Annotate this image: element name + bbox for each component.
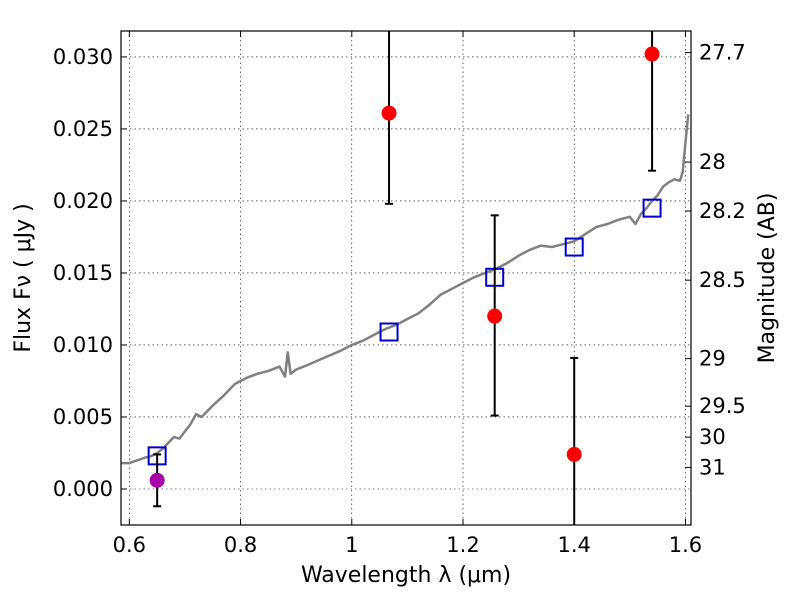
x-tick-label: 1.6	[669, 533, 702, 557]
y2-tick-label: 31	[699, 455, 726, 479]
axes-ticks: 0.6 0.8 1 1.2 1.4 1.6 0.000 0.005 0.010 0.015 0.02…	[53, 31, 746, 557]
plot-content	[121, 31, 690, 525]
y-tick-label: 0.010	[53, 333, 113, 357]
x-tick-label: 0.6	[113, 533, 146, 557]
y-tick-label: 0.020	[53, 189, 113, 213]
grid-lines	[121, 31, 691, 525]
y-tick-label: 0.025	[53, 117, 113, 141]
x-tick-label: 1.2	[446, 533, 479, 557]
y2-tick-label: 27.7	[699, 41, 746, 65]
x-tick-label: 0.8	[224, 533, 257, 557]
x-axis-title: Wavelength λ (μm)	[301, 563, 511, 588]
model-band-point	[564, 237, 584, 257]
x-tick-label: 1.4	[558, 533, 591, 557]
y-axis-title: Flux Fν ( μJy )	[11, 203, 36, 352]
y2-tick-label: 29	[699, 347, 726, 371]
model-band-point	[642, 198, 662, 218]
y2-axis-title: Magnitude (AB)	[755, 193, 780, 364]
y2-tick-label: 28.2	[699, 199, 746, 223]
y2-tick-label: 30	[699, 425, 726, 449]
y-tick-label: 0.005	[53, 405, 113, 429]
y-tick-label: 0.030	[53, 45, 113, 69]
y2-tick-label: 29.5	[699, 394, 746, 418]
y2-tick-label: 28.5	[699, 268, 746, 292]
x-tick-label: 1	[345, 533, 358, 557]
y-tick-label: 0.015	[53, 261, 113, 285]
y2-tick-label: 28	[699, 150, 726, 174]
y-tick-label: 0.000	[53, 477, 113, 501]
model-band-point	[379, 322, 399, 342]
observed-flux-point	[566, 446, 582, 462]
plot-frame	[120, 30, 692, 526]
observed-flux-point	[149, 472, 165, 488]
observed-flux-point	[381, 105, 397, 121]
model-spectrum-line	[121, 114, 690, 465]
observed-flux-point	[644, 46, 660, 62]
observed-flux-point	[487, 308, 503, 324]
